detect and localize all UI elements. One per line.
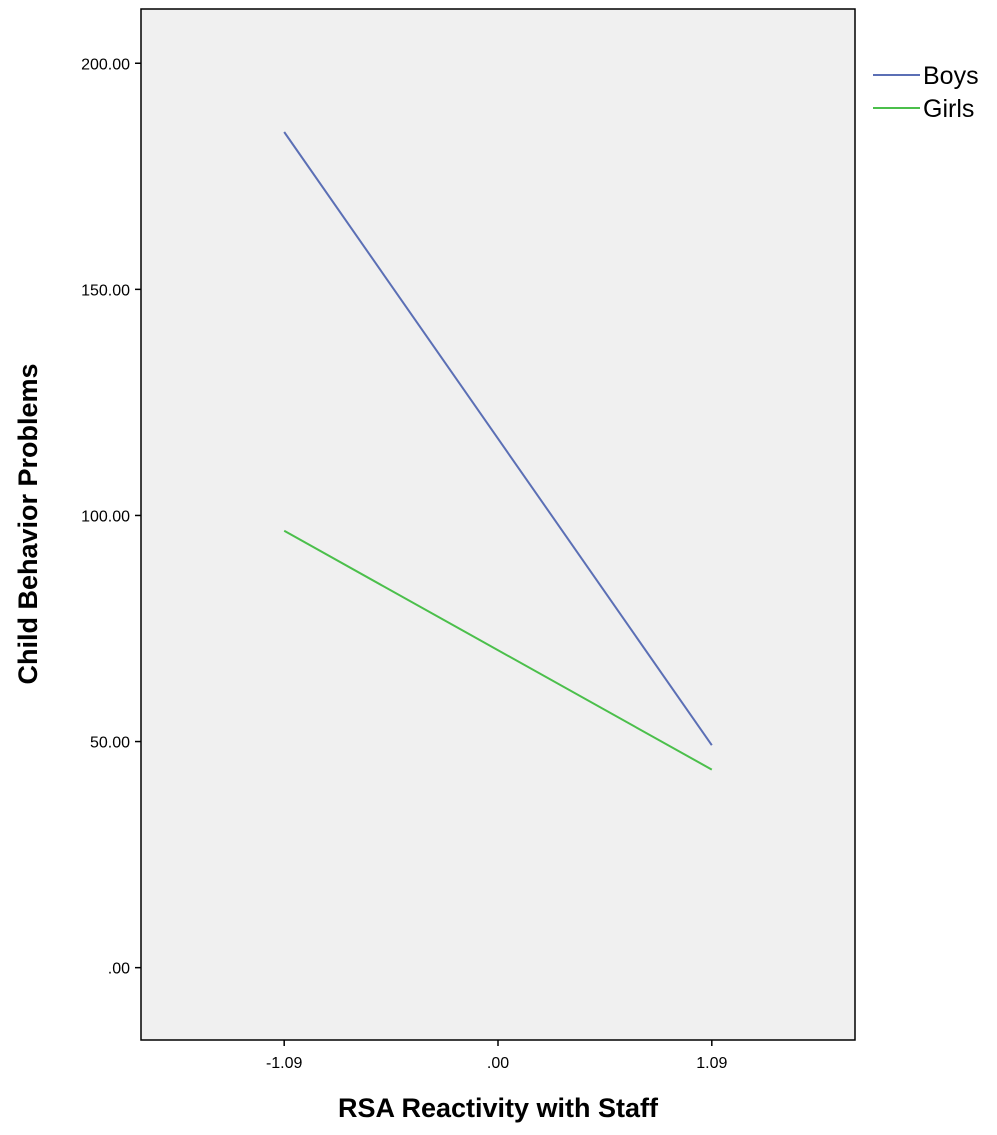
plot-area: [140, 8, 856, 1041]
x-tick-label: 1.09: [696, 1055, 727, 1072]
x-tick-label: .00: [487, 1055, 509, 1072]
x-axis: -1.09 .00 1.09: [266, 1040, 727, 1072]
series-line-boys: [283, 131, 713, 746]
legend: Boys Girls: [873, 62, 979, 123]
y-axis-title: Child Behavior Problems: [13, 363, 43, 684]
y-tick-label: 50.00: [90, 735, 130, 752]
y-axis: .00 50.00 100.00 150.00 200.00: [81, 56, 141, 978]
y-tick-label: 100.00: [81, 508, 130, 525]
y-tick-label: .00: [108, 961, 130, 978]
legend-label-boys: Boys: [923, 62, 979, 90]
x-tick-label: -1.09: [266, 1055, 303, 1072]
series-line-girls: [283, 529, 713, 771]
legend-label-girls: Girls: [923, 95, 974, 123]
y-tick-label: 150.00: [81, 282, 130, 299]
series-group: [283, 131, 713, 771]
y-tick-label: 200.00: [81, 56, 130, 73]
x-axis-title: RSA Reactivity with Staff: [338, 1093, 659, 1123]
